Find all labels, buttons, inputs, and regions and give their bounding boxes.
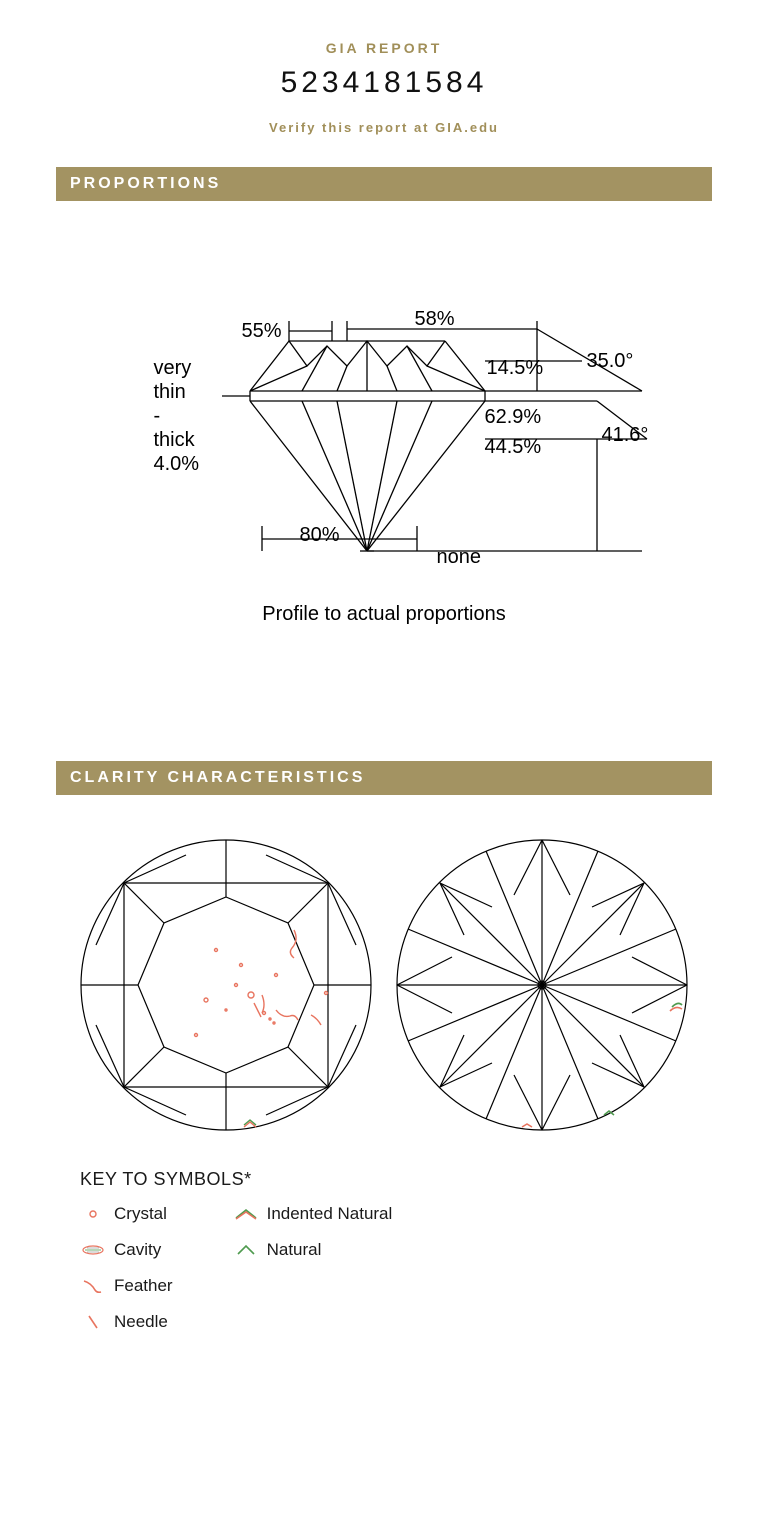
section-bar-proportions: PROPORTIONS — [56, 167, 712, 201]
symbol-legend: Crystal Cavity Feather — [80, 1204, 712, 1332]
natural-icon — [233, 1242, 259, 1258]
symbol-label: Crystal — [114, 1204, 167, 1224]
label-crown-angle: 35.0° — [587, 349, 634, 373]
label-girdle: very thin - thick 4.0% — [154, 356, 200, 476]
symbol-label: Indented Natural — [267, 1204, 393, 1224]
symbol-indented-natural: Indented Natural — [233, 1204, 393, 1224]
label-crown-width-pct: 58% — [415, 307, 455, 331]
cavity-icon — [80, 1242, 106, 1258]
label-total-depth-pct: 62.9% — [485, 405, 542, 429]
verify-link[interactable]: Verify this report at GIA.edu — [0, 120, 768, 135]
indented-natural-icon — [233, 1206, 259, 1222]
proportions-caption: Profile to actual proportions — [262, 603, 505, 626]
symbol-col-2: Indented Natural Natural — [233, 1204, 393, 1332]
section-bar-clarity: CLARITY CHARACTERISTICS — [56, 761, 712, 795]
symbol-cavity: Cavity — [80, 1240, 173, 1260]
feather-icon — [80, 1278, 106, 1294]
key-to-symbols-title: KEY TO SYMBOLS* — [80, 1169, 712, 1190]
label-pavilion-depth-pct: 44.5% — [485, 435, 542, 459]
report-number: 5234181584 — [0, 66, 768, 100]
label-lower-half-pct: 80% — [300, 523, 340, 547]
clarity-plots — [56, 835, 712, 1135]
label-table-pct: 55% — [242, 319, 282, 343]
symbol-label: Cavity — [114, 1240, 161, 1260]
symbol-natural: Natural — [233, 1240, 393, 1260]
label-culet: none — [437, 545, 482, 569]
symbol-feather: Feather — [80, 1276, 173, 1296]
report-eyebrow: GIA REPORT — [0, 40, 768, 56]
symbol-col-1: Crystal Cavity Feather — [80, 1204, 173, 1332]
label-pavilion-angle: 41.6° — [602, 423, 649, 447]
symbol-label: Needle — [114, 1312, 168, 1332]
symbol-crystal: Crystal — [80, 1204, 173, 1224]
symbol-label: Feather — [114, 1276, 173, 1296]
report-header: GIA REPORT 5234181584 Verify this report… — [0, 0, 768, 155]
symbol-needle: Needle — [80, 1312, 173, 1332]
crystal-icon — [80, 1206, 106, 1222]
clarity-plot-pavilion — [392, 835, 692, 1135]
clarity-section: KEY TO SYMBOLS* Crystal Cavity — [0, 795, 768, 1352]
label-crown-height-pct: 14.5% — [487, 356, 544, 380]
needle-icon — [80, 1314, 106, 1330]
symbol-label: Natural — [267, 1240, 322, 1260]
clarity-plot-crown — [76, 835, 376, 1135]
proportions-diagram: 55% 58% 14.5% 35.0° 62.9% 44.5% 41.6° ve… — [57, 201, 712, 741]
